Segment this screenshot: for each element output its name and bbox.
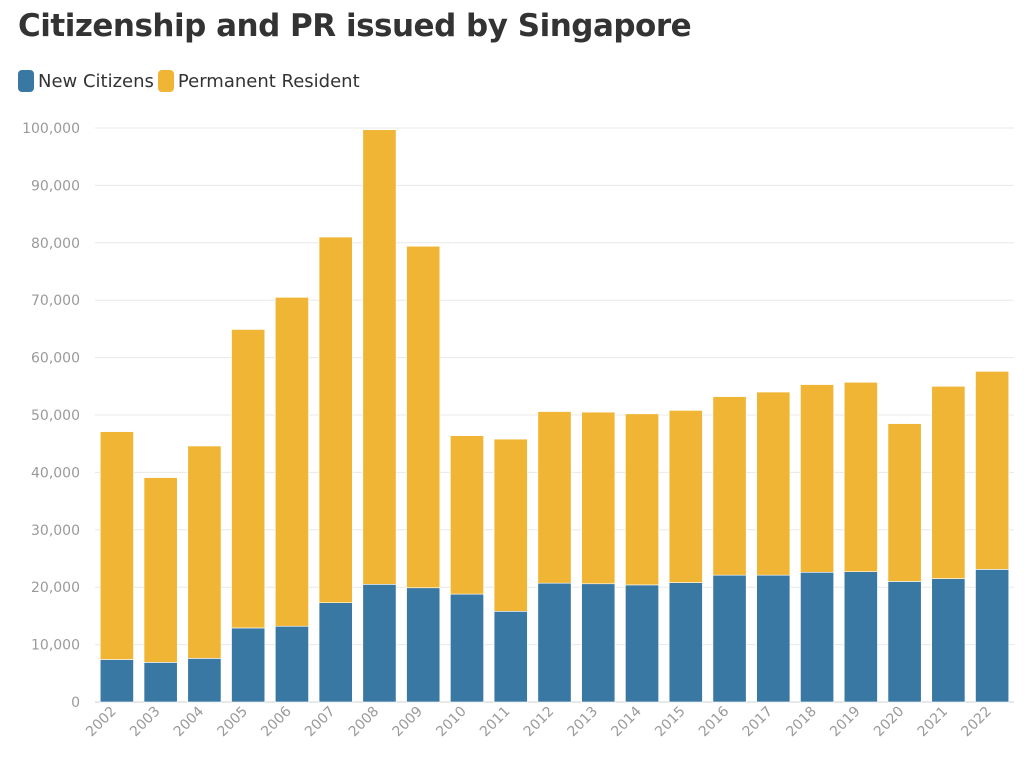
bar-new-citizens-2008 [362, 584, 397, 703]
x-tick-label: 2002 [83, 704, 120, 741]
bar-permanent-resident-2009 [406, 245, 441, 589]
y-tick-label: 100,000 [22, 121, 80, 137]
bar-permanent-resident-2016 [712, 396, 747, 576]
bar-new-citizens-2011 [493, 611, 528, 703]
bar-permanent-resident-2010 [450, 435, 484, 595]
bar-new-citizens-2010 [450, 593, 484, 703]
bar-new-citizens-2003 [143, 662, 178, 703]
x-tick-label: 2004 [171, 703, 208, 740]
x-tick-label: 2012 [521, 704, 558, 741]
bar-permanent-resident-2013 [581, 411, 616, 585]
bar-permanent-resident-2007 [318, 236, 353, 603]
y-tick-label: 0 [71, 695, 80, 711]
bar-permanent-resident-2019 [843, 381, 878, 573]
bar-new-citizens-2019 [843, 571, 878, 703]
bar-new-citizens-2013 [581, 583, 616, 703]
x-tick-label: 2008 [346, 704, 383, 741]
bar-permanent-resident-2017 [756, 391, 791, 576]
bar-permanent-resident-2022 [975, 371, 1010, 570]
chart-title: Citizenship and PR issued by Singapore [18, 8, 692, 44]
legend-label-new-citizens: New Citizens [38, 70, 154, 92]
x-tick-label: 2015 [652, 704, 689, 741]
x-tick-label: 2020 [871, 704, 908, 741]
x-tick-label: 2014 [608, 703, 645, 740]
bar-new-citizens-2009 [406, 587, 441, 703]
x-tick-label: 2009 [390, 704, 427, 741]
bar-new-citizens-2017 [756, 574, 791, 703]
bar-new-citizens-2005 [231, 627, 266, 703]
bar-new-citizens-2006 [274, 625, 309, 703]
y-tick-label: 80,000 [31, 236, 80, 252]
bar-permanent-resident-2021 [931, 385, 966, 579]
x-tick-label: 2022 [958, 704, 995, 741]
y-tick-label: 40,000 [31, 465, 80, 481]
bar-permanent-resident-2015 [668, 410, 703, 583]
bar-permanent-resident-2002 [99, 431, 134, 660]
bar-permanent-resident-2014 [625, 413, 659, 586]
bar-new-citizens-2018 [800, 571, 835, 703]
legend-swatch-permanent-resident [157, 70, 174, 92]
bar-permanent-resident-2006 [274, 297, 309, 627]
y-tick-label: 60,000 [31, 351, 80, 367]
x-tick-label: 2013 [565, 704, 602, 741]
bar-new-citizens-2002 [99, 659, 134, 703]
bar-new-citizens-2004 [187, 658, 222, 703]
y-tick-label: 30,000 [31, 523, 80, 539]
bar-permanent-resident-2011 [493, 438, 528, 612]
bar-new-citizens-2012 [537, 582, 572, 703]
bar-permanent-resident-2020 [887, 423, 922, 582]
x-tick-label: 2010 [433, 704, 470, 741]
x-tick-label: 2019 [827, 704, 864, 741]
legend-item-new-citizens[interactable]: New Citizens [18, 70, 154, 92]
x-tick-label: 2021 [915, 704, 952, 741]
x-tick-label: 2003 [127, 704, 164, 741]
x-tick-label: 2005 [214, 704, 251, 741]
bar-permanent-resident-2018 [800, 384, 835, 573]
bar-new-citizens-2007 [318, 602, 353, 703]
legend-item-permanent-resident[interactable]: Permanent Resident [157, 70, 360, 92]
bar-permanent-resident-2012 [537, 411, 572, 584]
legend: New Citizens Permanent Resident [18, 70, 364, 92]
x-tick-label: 2007 [302, 704, 339, 741]
bar-permanent-resident-2005 [231, 329, 266, 629]
bar-permanent-resident-2003 [143, 477, 178, 663]
legend-swatch-new-citizens [18, 70, 34, 92]
x-tick-label: 2017 [740, 704, 777, 741]
legend-label-permanent-resident: Permanent Resident [177, 70, 360, 92]
y-tick-label: 20,000 [31, 580, 80, 596]
bar-new-citizens-2015 [668, 582, 703, 703]
bar-new-citizens-2021 [931, 578, 966, 703]
bar-permanent-resident-2008 [362, 129, 397, 585]
bar-permanent-resident-2004 [187, 445, 222, 659]
x-tick-label: 2006 [258, 703, 295, 740]
x-tick-label: 2018 [783, 704, 820, 741]
x-tick-label: 2016 [696, 703, 733, 740]
y-tick-label: 10,000 [31, 638, 80, 654]
y-tick-label: 50,000 [31, 408, 80, 424]
bar-new-citizens-2022 [975, 569, 1010, 703]
bar-new-citizens-2020 [887, 581, 922, 703]
bar-new-citizens-2016 [712, 574, 747, 703]
y-tick-label: 70,000 [31, 293, 80, 309]
y-tick-label: 90,000 [31, 178, 80, 194]
x-tick-label: 2011 [477, 704, 514, 741]
bar-new-citizens-2014 [625, 584, 659, 703]
